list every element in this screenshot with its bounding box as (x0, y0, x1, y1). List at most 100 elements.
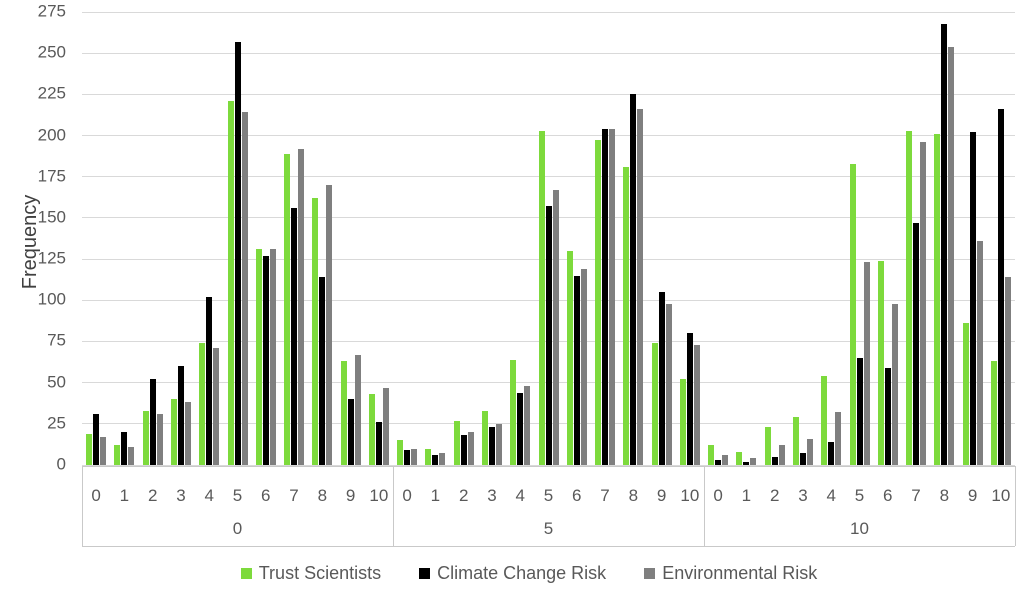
bar (86, 434, 93, 465)
bar (291, 208, 298, 465)
axis-panel-divider (82, 466, 83, 546)
bar (609, 129, 616, 465)
bar (538, 131, 545, 465)
bar (630, 94, 637, 465)
axis-panel-divider (393, 466, 394, 546)
bar (227, 101, 234, 465)
bar (693, 345, 700, 465)
bar (149, 379, 156, 465)
x-tick-label: 3 (176, 486, 186, 505)
x-tick-label: 6 (572, 486, 582, 505)
y-tick-label: 100 (37, 289, 66, 309)
x-tick-label: 10 (680, 486, 700, 505)
bar (241, 112, 248, 465)
bar (510, 360, 517, 465)
bar (156, 414, 163, 465)
bar (595, 140, 602, 465)
bar (736, 452, 743, 465)
bar (806, 439, 813, 465)
axis-border-top (82, 466, 1015, 467)
bar (368, 394, 375, 465)
y-tick-label: 275 (37, 1, 66, 21)
bar (997, 109, 1004, 465)
x-tick-label: 7 (911, 486, 921, 505)
x-tick-label: 9 (967, 486, 978, 505)
bar (623, 167, 630, 465)
x-tick-label: 8 (628, 486, 639, 505)
x-tick-label: 4 (515, 486, 525, 505)
bar (453, 421, 460, 465)
bar (467, 432, 474, 465)
bar (460, 435, 467, 465)
bar (976, 241, 983, 465)
bar (679, 379, 686, 465)
x-tick-label: 5 (543, 486, 554, 505)
bar (213, 348, 220, 465)
bar (255, 249, 262, 465)
bar (792, 417, 799, 465)
y-tick-label: 50 (47, 372, 66, 392)
bar (906, 131, 913, 465)
bar (411, 449, 418, 465)
legend-swatch-icon (644, 568, 656, 579)
legend-item: Environmental Risk (644, 563, 817, 584)
bar (397, 440, 404, 465)
bar (481, 411, 488, 465)
y-tick-label: 75 (47, 331, 66, 351)
x-tick-label: 6 (261, 486, 271, 505)
gridline (82, 135, 1015, 137)
axis-panel-divider (704, 466, 705, 546)
bar (142, 411, 149, 465)
bar (835, 412, 842, 465)
bar (177, 366, 184, 465)
y-tick-label: 150 (37, 207, 66, 227)
x-tick-label: 2 (769, 486, 780, 505)
bar (580, 269, 587, 465)
gridline (82, 176, 1015, 178)
gridline (82, 464, 1015, 466)
bar (637, 109, 644, 465)
bar (121, 432, 128, 465)
bar (284, 154, 291, 465)
x-tick-label: 5 (232, 486, 243, 505)
bar (990, 361, 997, 465)
y-tick-label: 200 (37, 125, 66, 145)
axis-border-bottom (82, 546, 1015, 547)
bar (100, 437, 107, 465)
bar (432, 455, 439, 465)
bar (743, 462, 750, 465)
y-tick-label: 0 (56, 454, 66, 474)
bar (884, 368, 891, 465)
x-tick-label: 1 (119, 486, 130, 505)
bar (206, 297, 213, 465)
gridline (82, 52, 1015, 54)
bar (425, 449, 432, 465)
bar (347, 399, 354, 465)
y-tick-label: 225 (37, 83, 66, 103)
bar (948, 47, 955, 465)
bar (828, 442, 835, 465)
bar (715, 460, 722, 465)
bar (319, 277, 326, 465)
x-tick-label: 7 (289, 486, 299, 505)
bar (821, 376, 828, 465)
x-tick-label: 1 (430, 486, 441, 505)
x-tick-label: 0 (402, 486, 412, 505)
bar (340, 361, 347, 465)
x-tick-label: 8 (939, 486, 950, 505)
x-tick-label: 9 (345, 486, 356, 505)
x-tick-label: 9 (656, 486, 667, 505)
bar (962, 323, 969, 465)
axis-panel-divider (1015, 466, 1016, 546)
x-group-label: 5 (543, 519, 554, 538)
bar (722, 455, 729, 465)
legend-label: Trust Scientists (258, 562, 382, 583)
legend-item: Trust Scientists (240, 562, 382, 584)
x-tick-label: 1 (741, 486, 752, 505)
x-tick-label: 5 (854, 486, 865, 505)
bar (375, 422, 382, 465)
bar (778, 445, 785, 465)
y-tick-label: 175 (37, 166, 66, 186)
bar (658, 292, 665, 465)
